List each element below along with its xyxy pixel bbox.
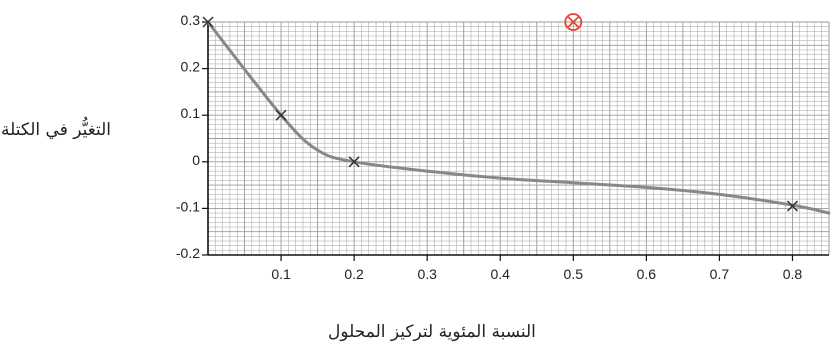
y-tick-label: 0.2 (181, 59, 201, 75)
data-point-marker (202, 16, 214, 28)
highlight-point-marker (564, 13, 583, 31)
data-point-marker (275, 109, 287, 121)
data-point-marker (786, 200, 799, 212)
y-tick-label: 0.3 (181, 12, 201, 28)
x-axis-label: النسبة المئوية لتركيز المحلول (328, 322, 536, 342)
y-ticks: 0.3 0.2 0.1 0 -0.1 -0.2 (176, 12, 208, 261)
series (206, 20, 831, 215)
axes (207, 22, 829, 256)
markers (202, 16, 799, 212)
x-tick-label: 0.7 (710, 266, 730, 282)
y-tick-label: -0.1 (176, 198, 200, 214)
highlight (564, 13, 583, 31)
series-line (206, 20, 831, 215)
x-tick-label: 0.3 (417, 266, 437, 282)
x-tick-label: 0.2 (344, 266, 364, 282)
x-tick-label: 0.5 (564, 266, 584, 282)
y-axis-label: التغيُّر في الكتلة (g) (0, 120, 111, 140)
y-tick-label: 0 (192, 152, 200, 168)
x-ticks: 0.1 0.2 0.3 0.4 0.5 0.6 0.7 0.8 (271, 255, 802, 282)
x-tick-label: 0.8 (783, 266, 803, 282)
x-tick-label: 0.1 (271, 266, 291, 282)
y-tick-label: -0.2 (176, 245, 200, 261)
y-tick-label: 0.1 (181, 105, 201, 121)
data-point-marker (348, 156, 360, 168)
x-tick-label: 0.6 (637, 266, 657, 282)
x-tick-label: 0.4 (491, 266, 511, 282)
